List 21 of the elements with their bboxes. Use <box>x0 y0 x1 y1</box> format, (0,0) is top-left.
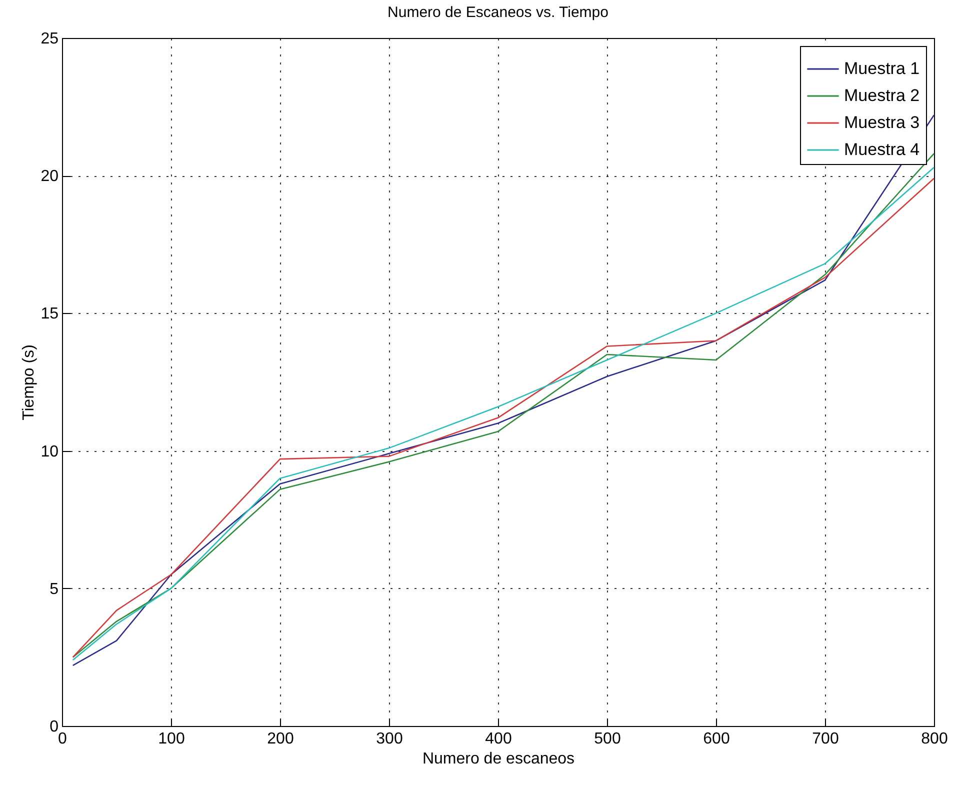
x-tick-label: 600 <box>703 730 730 748</box>
y-tick-label: 0 <box>50 718 59 736</box>
x-tick-label: 100 <box>158 730 185 748</box>
y-axis-title: Tiempo (s) <box>20 344 38 420</box>
x-axis-title: Numero de escaneos <box>422 750 575 768</box>
x-tick-label: 700 <box>812 730 839 748</box>
x-tick-label: 200 <box>267 730 294 748</box>
legend-label: Muestra 1 <box>844 59 920 78</box>
x-tick-label: 500 <box>594 730 621 748</box>
y-tick-label: 5 <box>50 580 59 598</box>
legend-label: Muestra 3 <box>844 113 920 132</box>
legend-label: Muestra 2 <box>844 86 920 105</box>
x-tick-label: 800 <box>921 730 948 748</box>
y-tick-label: 10 <box>40 443 59 460</box>
chart-title: Numero de Escaneos vs. Tiempo <box>388 4 608 21</box>
x-tick-label: 400 <box>485 730 512 748</box>
y-tick-label: 15 <box>40 306 59 323</box>
legend-label: Muestra 4 <box>844 140 920 159</box>
y-tick-label: 25 <box>40 30 59 48</box>
x-tick-label: 300 <box>376 730 403 748</box>
y-tick-label: 20 <box>40 168 59 186</box>
